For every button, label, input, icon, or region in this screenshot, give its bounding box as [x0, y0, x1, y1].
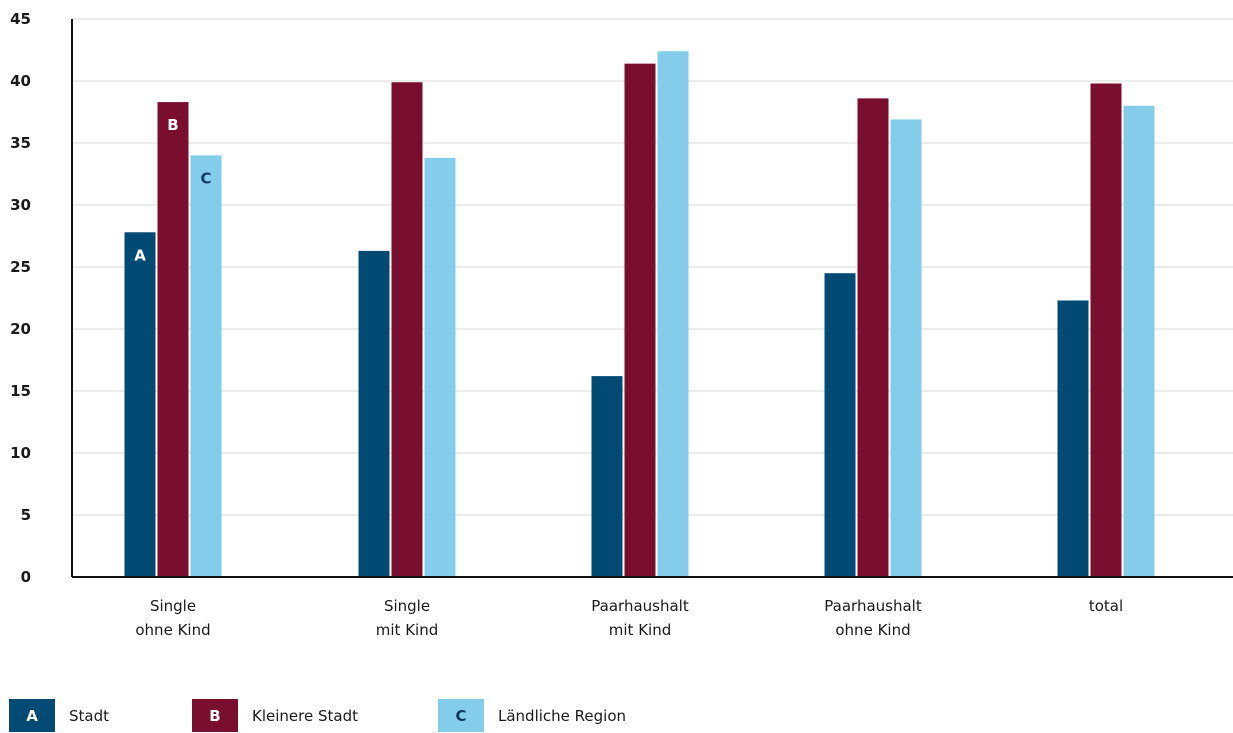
bar-label-b: B	[167, 116, 178, 134]
y-tick-label: 15	[10, 382, 31, 400]
y-tick-label: 35	[10, 134, 31, 152]
y-tick-label: 0	[21, 568, 31, 586]
y-tick-label: 10	[10, 444, 31, 462]
x-tick-label: Single ohne Kind	[135, 597, 210, 639]
y-tick-label: 25	[10, 258, 31, 276]
x-tick-label: Paarhaushalt mit Kind	[591, 597, 689, 639]
bar-label-c: C	[200, 169, 211, 187]
bar-labels: A B C	[134, 116, 211, 264]
bar-a-0	[124, 232, 156, 577]
y-tick-label: 5	[21, 506, 31, 524]
y-tick-label: 45	[10, 10, 31, 28]
legend-label-laendliche-region: Ländliche Region	[498, 706, 627, 725]
legend-swatch-a: A	[9, 699, 55, 732]
y-axis-ticks: 0 5 10 15 20 25 30 35 40 45	[10, 10, 31, 586]
bar-c-0	[190, 155, 222, 577]
bar-c-1	[424, 157, 456, 577]
bar-b-4	[1090, 83, 1122, 577]
x-tick-label: Paarhaushalt ohne Kind	[824, 597, 922, 639]
legend-label-stadt: Stadt	[69, 706, 109, 725]
x-axis-ticks: Single ohne Kind Single mit Kind Paarhaushal…	[135, 597, 1123, 639]
legend-swatch-c: C	[438, 699, 484, 732]
bar-label-a: A	[134, 246, 146, 264]
bar-c-3	[890, 119, 922, 577]
bar-b-3	[857, 98, 889, 578]
legend-label-kleinere-stadt: Kleinere Stadt	[252, 706, 358, 725]
bar-c-2	[657, 51, 689, 578]
y-tick-label: 20	[10, 320, 31, 338]
bar-b-2	[624, 63, 656, 577]
bar-c-4	[1123, 105, 1155, 578]
bar-a-2	[591, 376, 623, 577]
x-tick-label: Single mit Kind	[376, 597, 438, 639]
bar-a-1	[358, 250, 390, 577]
x-tick-label: total	[1089, 597, 1123, 615]
bars	[124, 51, 1155, 578]
legend-swatch-b: B	[192, 699, 238, 732]
y-tick-label: 30	[10, 196, 31, 214]
legend-item-kleinere-stadt: B Kleinere Stadt	[192, 699, 358, 732]
bar-a-4	[1057, 300, 1089, 577]
legend-item-laendliche-region: C Ländliche Region	[438, 699, 626, 732]
y-tick-label: 40	[10, 72, 31, 90]
bar-b-1	[391, 82, 423, 578]
legend-item-stadt: A Stadt	[9, 699, 109, 732]
bar-b-0	[157, 102, 189, 577]
bar-a-3	[824, 273, 856, 577]
